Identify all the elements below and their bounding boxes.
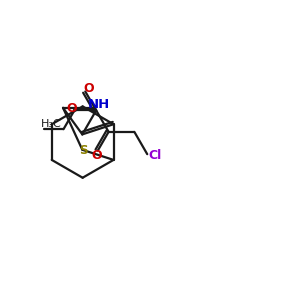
Text: O: O bbox=[83, 82, 94, 95]
Text: O: O bbox=[66, 102, 77, 115]
Text: H₃C: H₃C bbox=[41, 119, 62, 129]
Text: Cl: Cl bbox=[148, 149, 162, 162]
Text: S: S bbox=[79, 144, 88, 157]
Text: NH: NH bbox=[88, 98, 110, 111]
Text: O: O bbox=[92, 149, 102, 162]
